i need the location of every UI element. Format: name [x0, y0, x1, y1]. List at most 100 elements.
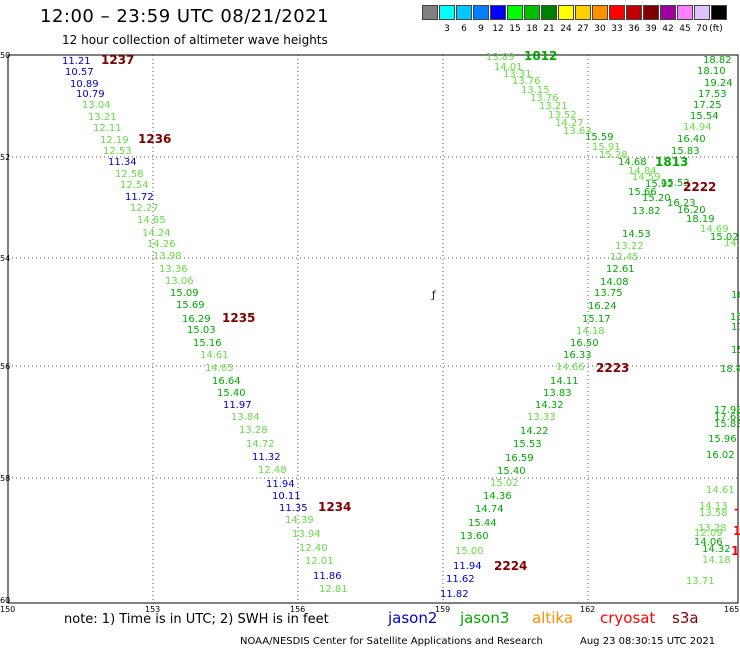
wave-height-label: 15.83 — [714, 419, 740, 430]
legend-label: 36 — [628, 24, 640, 34]
wave-height-label: 13.94 — [292, 529, 321, 540]
wave-height-label: 16.24 — [588, 301, 617, 312]
legend-swatch — [490, 5, 506, 20]
wave-height-label: 18.48 — [720, 364, 740, 375]
wave-height-label: 14.32 — [535, 400, 564, 411]
legend-label: 27 — [577, 24, 589, 34]
wave-height-label: 11.86 — [313, 571, 342, 582]
wave-height-label: 16.50 — [570, 338, 599, 349]
wave-height-label: 14. — [724, 238, 740, 249]
wave-height-label: 13.89 — [486, 52, 515, 63]
legend-swatch — [473, 5, 489, 20]
wave-height-label: 14.06 — [694, 537, 723, 548]
page-subtitle: 12 hour collection of altimeter wave hei… — [62, 33, 328, 47]
wave-height-label: 14.24 — [142, 228, 171, 239]
wave-height-label: 13.22 — [615, 241, 644, 252]
wave-height-label: 13.76 — [512, 76, 541, 87]
legend-label: 12 — [492, 24, 504, 34]
edge-mark-label: - — [734, 502, 739, 516]
lon-tick-label: 150 — [0, 605, 15, 614]
lon-tick-label: 165 — [724, 605, 739, 614]
wave-height-label: 13.75 — [594, 288, 623, 299]
pass-time-label: 1237 — [101, 53, 134, 67]
wave-height-label: 13.28 — [239, 425, 268, 436]
legend-label: 30 — [594, 24, 606, 34]
wave-height-label: 13.15 — [521, 85, 550, 96]
wave-height-label: 13.28 — [698, 523, 727, 534]
wave-height-label: 14.68 — [618, 157, 647, 168]
wave-height-label: 17. — [731, 322, 740, 333]
wave-height-label: 14.39 — [285, 515, 314, 526]
wave-height-label: 10.89 — [70, 79, 99, 90]
lat-tick-label: 60 — [0, 596, 10, 605]
wave-height-label: 12.54 — [120, 180, 149, 191]
legend-label: 6 — [461, 24, 467, 34]
legend-label: 33 — [611, 24, 623, 34]
wave-height-label: 15.02 — [490, 478, 519, 489]
legend-label: 15 — [509, 24, 521, 34]
legend-label: 70 — [696, 24, 708, 34]
wave-height-label: 14.27 — [555, 118, 584, 129]
lat-tick-label: 50 — [0, 51, 10, 60]
legend-swatch — [558, 5, 574, 20]
wave-height-label: 11.21 — [62, 56, 91, 67]
wave-height-label: 14.18 — [702, 555, 731, 566]
satellite-label: cryosat — [600, 609, 656, 627]
wave-height-label: 15.96 — [708, 434, 737, 445]
wave-height-label: 19.24 — [704, 78, 733, 89]
wave-height-label: 11.35 — [279, 503, 308, 514]
legend-label: 24 — [560, 24, 572, 34]
legend-swatch — [694, 5, 710, 20]
wave-height-label: 11.94 — [266, 479, 295, 490]
wave-height-label: 15.59 — [585, 132, 614, 143]
wave-height-label: 14.13 — [699, 501, 728, 512]
wave-height-label: 15.91 — [592, 142, 621, 153]
lat-tick-label: 52 — [0, 153, 10, 162]
wave-height-label: 13.82 — [632, 206, 661, 217]
pass-time-label: 1236 — [138, 132, 171, 146]
lon-tick-label: 153 — [145, 605, 160, 614]
footer-note: note: 1) Time is in UTC; 2) SWH is in fe… — [64, 612, 329, 627]
wave-height-label: 10.57 — [65, 67, 94, 78]
wave-height-label: 13.04 — [82, 100, 111, 111]
wave-height-label: 15.54 — [690, 111, 719, 122]
wave-height-label: 14.69 — [700, 224, 729, 235]
lon-tick-label: 159 — [435, 605, 450, 614]
legend-label: 39 — [645, 24, 657, 34]
legend-swatch — [524, 5, 540, 20]
legend-swatch — [592, 5, 608, 20]
wave-height-label: 15.28 — [599, 150, 628, 161]
wave-height-label: 16.02 — [706, 450, 735, 461]
wave-height-label: 11.34 — [108, 157, 137, 168]
pass-time-label: 2223 — [596, 361, 629, 375]
legend-swatch — [541, 5, 557, 20]
wave-height-label: 12.81 — [319, 584, 348, 595]
pass-time-label: 1812 — [524, 49, 557, 63]
wave-height-label: 15.40 — [497, 466, 526, 477]
legend-swatch — [677, 5, 693, 20]
wave-height-label: 14.36 — [483, 491, 512, 502]
graticule — [8, 55, 738, 603]
satellite-label: altika — [532, 609, 574, 627]
legend-label: 42 — [662, 24, 674, 34]
wave-height-label: 16.59 — [505, 453, 534, 464]
wave-height-label: 13.60 — [460, 531, 489, 542]
wave-height-label: 15.02 — [710, 232, 739, 243]
wave-height-label: 12.45 — [610, 252, 639, 263]
wave-height-label: 14.85 — [137, 215, 166, 226]
wave-height-label: 13.31 — [503, 69, 532, 80]
legend-label: 3 — [444, 24, 450, 34]
pass-time-label: 2224 — [494, 559, 527, 573]
wave-height-label: 12.61 — [606, 264, 635, 275]
wave-height-label: 14.11 — [550, 376, 579, 387]
wave-height-label: 17.98 — [714, 405, 740, 416]
footer-timestamp: Aug 23 08:30:15 UTC 2021 — [580, 636, 716, 647]
wave-height-label: 17.53 — [698, 89, 727, 100]
wave-height-label: 10.11 — [272, 491, 301, 502]
wave-height-label: 13.63 — [563, 126, 592, 137]
wave-height-label: 10.79 — [76, 89, 105, 100]
wave-height-label: 14.01 — [494, 62, 523, 73]
wave-height-label: 12.09 — [694, 528, 723, 539]
wave-height-label: 16.64 — [212, 376, 241, 387]
